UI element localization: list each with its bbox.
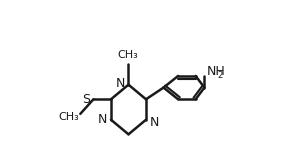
Text: NH: NH xyxy=(207,65,225,78)
Text: N: N xyxy=(115,77,125,91)
Text: 2: 2 xyxy=(218,71,223,80)
Text: N: N xyxy=(98,113,107,126)
Text: CH₃: CH₃ xyxy=(117,50,138,60)
Text: N: N xyxy=(150,116,159,129)
Text: CH₃: CH₃ xyxy=(58,112,79,122)
Text: S: S xyxy=(82,93,90,106)
